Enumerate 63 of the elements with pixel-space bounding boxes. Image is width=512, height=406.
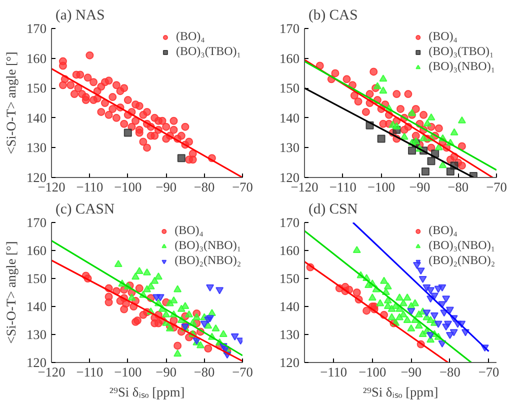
- legend-label: (BO)₃(NBO)₁: [428, 59, 495, 74]
- x-tick-label: −80: [194, 364, 216, 380]
- y-tick-label: 120: [26, 170, 47, 185]
- x-tick-label: −90: [400, 364, 422, 380]
- y-tick-label: 140: [26, 110, 47, 126]
- x-tick-label: −90: [156, 364, 177, 380]
- y-tick-label: 160: [280, 243, 300, 258]
- x-tick-label: −100: [368, 180, 396, 194]
- legend-label: (BO)₂(NBO)₂: [174, 253, 241, 268]
- y-tick-label: 130: [26, 327, 47, 342]
- y-tick-label: 120: [26, 355, 47, 370]
- legend-label: (BO)₄: [428, 223, 458, 238]
- y-tick-label: 170: [280, 21, 300, 36]
- x-tick-label: −100: [358, 364, 386, 380]
- y-tick-label: 140: [280, 110, 300, 126]
- y-tick-label: 140: [26, 299, 47, 314]
- x-tick-label: −90: [409, 180, 430, 194]
- legend-label: (BO)₂(NBO)₂: [428, 253, 495, 268]
- x-tick-label: −90: [156, 180, 177, 194]
- x-tick-label: −80: [448, 180, 469, 194]
- y-tick-label: 150: [280, 271, 300, 286]
- x-tick-label: −110: [76, 364, 104, 380]
- y-tick-label: 150: [26, 271, 47, 286]
- x-tick-label: −70: [232, 180, 254, 194]
- x-tick-label: −100: [114, 364, 142, 380]
- x-axis-title: ²⁹Si δᵢₛₒ [ppm]: [109, 384, 185, 400]
- y-tick-label: 170: [26, 215, 47, 230]
- x-tick-label: −80: [440, 364, 461, 380]
- x-tick-label: −80: [194, 180, 216, 194]
- x-tick-label: −70: [486, 180, 508, 194]
- y-tick-label: 150: [280, 80, 300, 96]
- y-tick-label: 170: [280, 215, 300, 230]
- y-tick-label: 160: [280, 50, 300, 66]
- y-tick-label: 160: [26, 50, 47, 66]
- chart-title: (a) NAS: [56, 8, 105, 24]
- chart-title: (b) CAS: [308, 8, 358, 24]
- y-tick-label: 170: [26, 21, 47, 36]
- chart-title: (c) CASN: [56, 202, 115, 218]
- legend-label: (BO)₃(NBO)₁: [428, 238, 495, 253]
- y-tick-label: 120: [280, 355, 300, 370]
- legend-label: (BO)₄: [176, 29, 205, 44]
- chart-title: (d) CSN: [308, 202, 358, 218]
- y-tick-label: 130: [280, 140, 300, 156]
- x-tick-label: −110: [329, 180, 357, 194]
- x-tick-label: −110: [320, 364, 348, 380]
- x-axis-title: ²⁹Si δᵢₛₒ [ppm]: [362, 384, 438, 400]
- y-tick-label: 120: [280, 170, 300, 185]
- y-tick-label: 130: [280, 327, 300, 342]
- legend-label: (BO)₃(TBO)₁: [176, 44, 241, 59]
- y-tick-label: 160: [26, 243, 47, 258]
- legend-label: (BO)₄: [174, 223, 204, 238]
- x-tick-label: −100: [114, 180, 142, 194]
- x-tick-label: −70: [478, 364, 500, 380]
- y-tick-label: 130: [26, 140, 47, 156]
- legend-label: (BO)₄: [428, 29, 458, 44]
- x-tick-label: −110: [76, 180, 104, 194]
- y-axis-title: <Si-O-T> angle [°]: [4, 241, 19, 344]
- y-axis-title: <Si-O-T> angle [°]: [4, 52, 19, 154]
- legend-label: (BO)₃(TBO)₁: [428, 44, 494, 59]
- legend-label: (BO)₃(NBO)₁: [174, 238, 241, 253]
- x-tick-label: −70: [232, 364, 254, 380]
- y-tick-label: 140: [280, 299, 300, 314]
- y-tick-label: 150: [26, 80, 47, 96]
